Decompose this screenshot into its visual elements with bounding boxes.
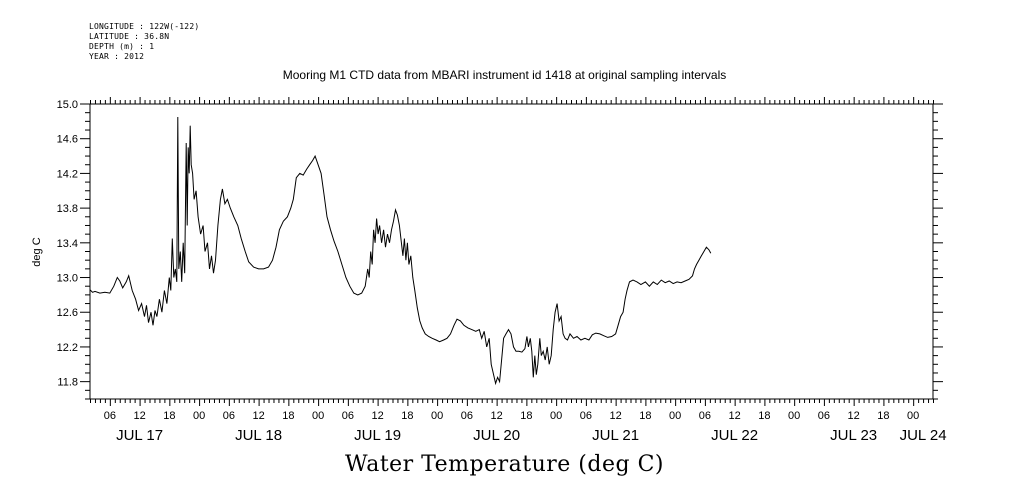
x-date-label: JUL 18 bbox=[235, 427, 282, 444]
x-date-label: JUL 17 bbox=[116, 427, 163, 444]
x-tick-label: 18 bbox=[639, 410, 651, 422]
y-tick-label: 13.8 bbox=[57, 203, 78, 215]
x-tick-label: 18 bbox=[282, 410, 294, 422]
depth-label: DEPTH (m) : 1 bbox=[89, 42, 155, 51]
x-tick-label: 00 bbox=[550, 410, 562, 422]
x-tick-label: 06 bbox=[818, 410, 830, 422]
x-date-label: JUL 22 bbox=[711, 427, 758, 444]
longitude-label: LONGITUDE : 122W(-122) bbox=[89, 22, 200, 31]
y-tick-label: 14.2 bbox=[57, 168, 78, 180]
x-tick-label: 06 bbox=[461, 410, 473, 422]
chart-title: Mooring M1 CTD data from MBARI instrumen… bbox=[282, 68, 727, 82]
y-tick-label: 14.6 bbox=[57, 134, 78, 146]
x-tick-label: 18 bbox=[877, 410, 889, 422]
x-tick-label: 18 bbox=[758, 410, 770, 422]
x-date-label: JUL 24 bbox=[900, 427, 947, 444]
x-tick-label: 00 bbox=[193, 410, 205, 422]
x-tick-label: 00 bbox=[431, 410, 443, 422]
x-tick-label: 12 bbox=[729, 410, 741, 422]
year-label: YEAR : 2012 bbox=[89, 52, 145, 61]
y-axis-label: deg C bbox=[31, 237, 43, 266]
x-tick-label: 00 bbox=[312, 410, 324, 422]
x-tick-label: 12 bbox=[610, 410, 622, 422]
x-tick-label: 12 bbox=[252, 410, 264, 422]
x-tick-label: 06 bbox=[699, 410, 711, 422]
tick-labels: 15.0 14.6 14.2 13.8 13.4 13.0 12.6 12.2 11.8 06 12… bbox=[57, 99, 947, 444]
x-tick-label: 06 bbox=[104, 410, 116, 422]
latitude-label: LATITUDE : 36.8N bbox=[89, 32, 170, 41]
x-tick-label: 00 bbox=[669, 410, 681, 422]
bottom-title: Water Temperature (deg C) bbox=[345, 452, 664, 477]
x-tick-label: 00 bbox=[788, 410, 800, 422]
x-tick-label: 12 bbox=[133, 410, 145, 422]
y-tick-label: 13.0 bbox=[57, 273, 78, 285]
y-tick-label: 13.4 bbox=[57, 238, 78, 250]
y-tick-label: 11.8 bbox=[57, 377, 78, 389]
y-tick-label: 12.6 bbox=[57, 307, 78, 319]
y-tick-label: 12.2 bbox=[57, 342, 78, 354]
x-date-label: JUL 21 bbox=[592, 427, 639, 444]
x-tick-label: 18 bbox=[401, 410, 413, 422]
x-date-label: JUL 19 bbox=[354, 427, 401, 444]
x-tick-label: 12 bbox=[371, 410, 383, 422]
temperature-series-line bbox=[89, 116, 712, 386]
x-tick-label: 12 bbox=[848, 410, 860, 422]
tick-marks bbox=[80, 97, 943, 406]
x-tick-label: 06 bbox=[580, 410, 592, 422]
y-tick-label: 15.0 bbox=[57, 99, 78, 111]
x-tick-label: 18 bbox=[520, 410, 532, 422]
x-tick-label: 00 bbox=[907, 410, 919, 422]
x-tick-label: 12 bbox=[490, 410, 502, 422]
x-tick-label: 18 bbox=[163, 410, 175, 422]
x-tick-label: 06 bbox=[223, 410, 235, 422]
x-date-label: JUL 20 bbox=[473, 427, 520, 444]
x-tick-label: 06 bbox=[342, 410, 354, 422]
x-date-label: JUL 23 bbox=[830, 427, 877, 444]
plot-frame bbox=[89, 103, 934, 400]
